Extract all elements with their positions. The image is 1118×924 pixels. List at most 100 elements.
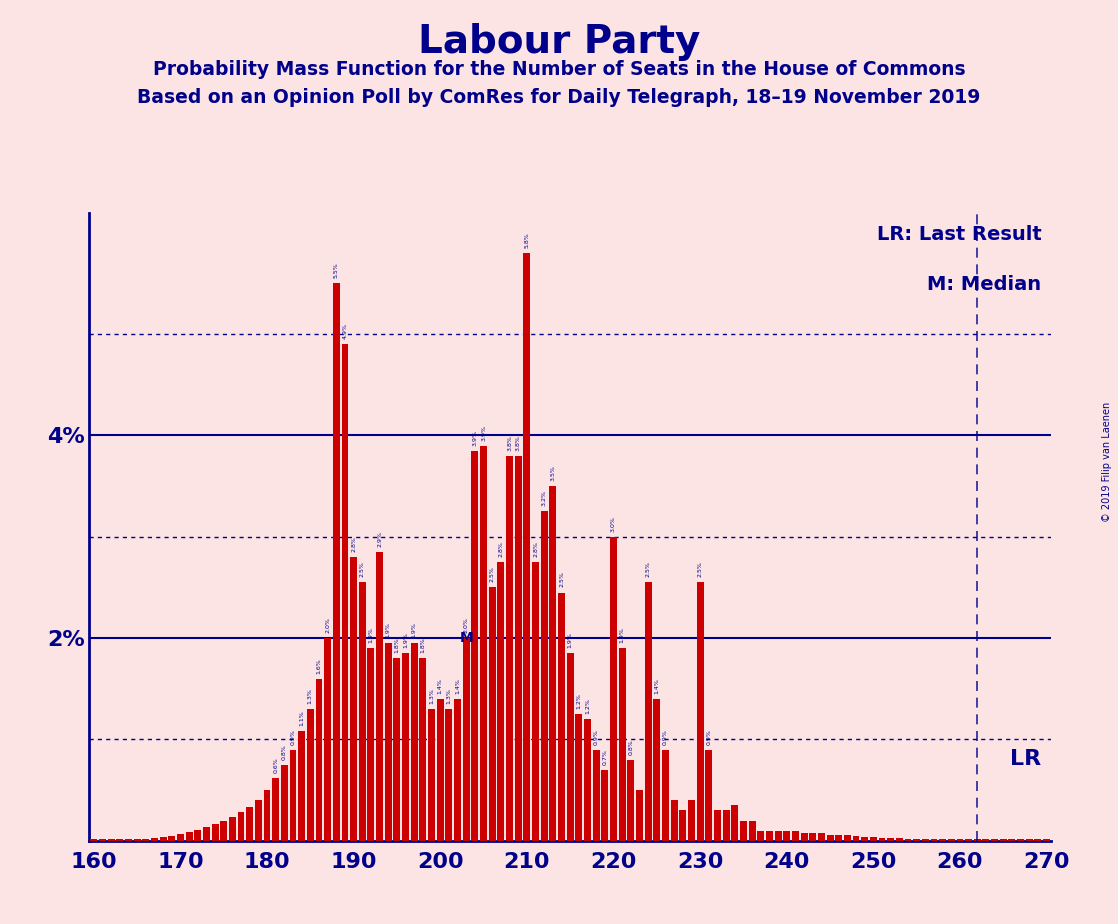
Text: 2.9%: 2.9% bbox=[377, 531, 382, 547]
Bar bbox=[705, 749, 712, 841]
Bar bbox=[306, 709, 314, 841]
Bar bbox=[376, 552, 383, 841]
Text: 2.5%: 2.5% bbox=[360, 562, 364, 578]
Bar bbox=[879, 838, 885, 841]
Bar bbox=[91, 839, 97, 841]
Bar bbox=[835, 834, 842, 841]
Bar bbox=[870, 837, 877, 841]
Bar bbox=[237, 812, 245, 841]
Text: 3.2%: 3.2% bbox=[542, 491, 547, 506]
Bar bbox=[315, 679, 322, 841]
Text: © 2019 Filip van Laenen: © 2019 Filip van Laenen bbox=[1102, 402, 1112, 522]
Bar bbox=[100, 839, 106, 841]
Text: 3.9%: 3.9% bbox=[473, 430, 477, 445]
Text: 1.9%: 1.9% bbox=[568, 632, 572, 649]
Bar bbox=[671, 800, 678, 841]
Bar bbox=[610, 537, 617, 841]
Bar bbox=[627, 760, 634, 841]
Bar bbox=[368, 649, 375, 841]
Bar bbox=[749, 821, 756, 841]
Bar bbox=[601, 770, 608, 841]
Text: 2.0%: 2.0% bbox=[325, 617, 330, 633]
Bar bbox=[784, 831, 790, 841]
Text: Probability Mass Function for the Number of Seats in the House of Commons: Probability Mass Function for the Number… bbox=[153, 60, 965, 79]
Bar bbox=[645, 582, 652, 841]
Bar bbox=[913, 839, 920, 841]
Text: 5.8%: 5.8% bbox=[524, 232, 529, 248]
Bar bbox=[532, 562, 539, 841]
Bar bbox=[818, 833, 825, 841]
Text: Labour Party: Labour Party bbox=[418, 23, 700, 61]
Bar bbox=[558, 592, 565, 841]
Text: 0.9%: 0.9% bbox=[594, 729, 598, 745]
Text: 0.8%: 0.8% bbox=[282, 744, 287, 760]
Text: 1.9%: 1.9% bbox=[404, 632, 408, 649]
Bar bbox=[888, 838, 894, 841]
Bar bbox=[800, 833, 807, 841]
Bar bbox=[809, 833, 816, 841]
Bar bbox=[1017, 839, 1024, 841]
Bar bbox=[549, 486, 557, 841]
Bar bbox=[688, 800, 695, 841]
Bar bbox=[576, 714, 582, 841]
Text: 0.7%: 0.7% bbox=[603, 749, 607, 765]
Bar bbox=[584, 719, 591, 841]
Text: 0.9%: 0.9% bbox=[291, 729, 295, 745]
Bar bbox=[350, 557, 357, 841]
Text: 0.9%: 0.9% bbox=[663, 729, 667, 745]
Text: LR: LR bbox=[1011, 749, 1041, 769]
Bar bbox=[255, 800, 262, 841]
Bar bbox=[766, 831, 773, 841]
Text: Based on an Opinion Poll by ComRes for Daily Telegraph, 18–19 November 2019: Based on an Opinion Poll by ComRes for D… bbox=[138, 88, 980, 107]
Bar bbox=[229, 817, 236, 841]
Text: 2.5%: 2.5% bbox=[645, 562, 651, 578]
Bar bbox=[957, 839, 964, 841]
Bar bbox=[160, 837, 167, 841]
Bar bbox=[740, 821, 747, 841]
Text: 5.5%: 5.5% bbox=[334, 262, 339, 278]
Bar bbox=[107, 839, 114, 841]
Bar bbox=[653, 699, 661, 841]
Text: 2.5%: 2.5% bbox=[698, 562, 702, 578]
Bar bbox=[272, 778, 280, 841]
Bar bbox=[134, 839, 141, 841]
Bar bbox=[299, 732, 305, 841]
Text: 1.9%: 1.9% bbox=[619, 627, 625, 643]
Text: 1.3%: 1.3% bbox=[307, 688, 313, 704]
Bar bbox=[290, 749, 296, 841]
Bar bbox=[662, 749, 669, 841]
Text: LR: Last Result: LR: Last Result bbox=[877, 225, 1041, 244]
Text: 3.8%: 3.8% bbox=[515, 435, 521, 451]
Bar bbox=[463, 638, 470, 841]
Bar bbox=[472, 451, 479, 841]
Text: 1.3%: 1.3% bbox=[446, 688, 452, 704]
Text: 1.6%: 1.6% bbox=[316, 658, 322, 674]
Text: 1.9%: 1.9% bbox=[386, 622, 391, 638]
Bar bbox=[186, 832, 192, 841]
Bar bbox=[385, 643, 391, 841]
Bar bbox=[922, 839, 929, 841]
Text: 0.9%: 0.9% bbox=[707, 729, 711, 745]
Text: 3.9%: 3.9% bbox=[481, 424, 486, 441]
Bar bbox=[1008, 839, 1015, 841]
Text: 1.2%: 1.2% bbox=[577, 693, 581, 709]
Bar bbox=[939, 839, 946, 841]
Bar bbox=[281, 765, 287, 841]
Bar bbox=[844, 834, 851, 841]
Bar bbox=[999, 839, 1006, 841]
Text: 3.0%: 3.0% bbox=[612, 516, 616, 531]
Text: 2.8%: 2.8% bbox=[499, 541, 503, 557]
Bar bbox=[394, 659, 400, 841]
Text: 1.2%: 1.2% bbox=[585, 699, 590, 714]
Text: 0.6%: 0.6% bbox=[273, 757, 278, 773]
Bar bbox=[983, 839, 989, 841]
Bar bbox=[454, 699, 461, 841]
Bar bbox=[593, 749, 599, 841]
Bar bbox=[211, 823, 218, 841]
Bar bbox=[506, 456, 513, 841]
Text: 2.8%: 2.8% bbox=[533, 541, 538, 557]
Bar bbox=[437, 699, 444, 841]
Bar bbox=[792, 831, 799, 841]
Bar bbox=[480, 445, 487, 841]
Bar bbox=[826, 834, 834, 841]
